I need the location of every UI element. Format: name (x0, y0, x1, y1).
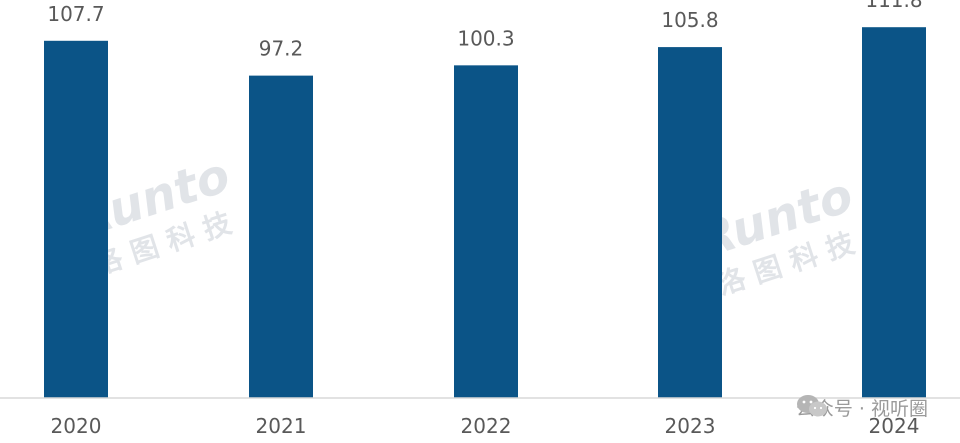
wechat-watermark: 公众号 · 视听圈 (796, 394, 928, 421)
x-tick-label-2024: 2024 (869, 414, 920, 438)
bars-layer (44, 27, 926, 399)
x-tick-label-2023: 2023 (665, 414, 716, 438)
data-label-2024: 111.8 (865, 0, 922, 12)
bar-2024 (862, 27, 926, 399)
watermark-text: 公众号 · 视听圈 (795, 398, 928, 420)
bar-2022 (454, 65, 518, 399)
data-label-2023: 105.8 (661, 8, 718, 32)
data-label-2022: 100.3 (457, 26, 514, 50)
bar-2020 (44, 40, 108, 399)
wechat-icon (796, 395, 827, 417)
data-label-2020: 107.7 (47, 2, 104, 26)
data-label-2021: 97.2 (259, 37, 304, 61)
x-tick-label-2022: 2022 (461, 414, 512, 438)
bar-2021 (249, 75, 313, 399)
bar-2023 (658, 47, 722, 398)
labels-layer: 107.7 2020 97.2 2021 100.3 2022 105.8 2023 111.8… (47, 0, 922, 438)
x-tick-label-2021: 2021 (256, 414, 307, 438)
x-tick-label-2020: 2020 (51, 414, 102, 438)
